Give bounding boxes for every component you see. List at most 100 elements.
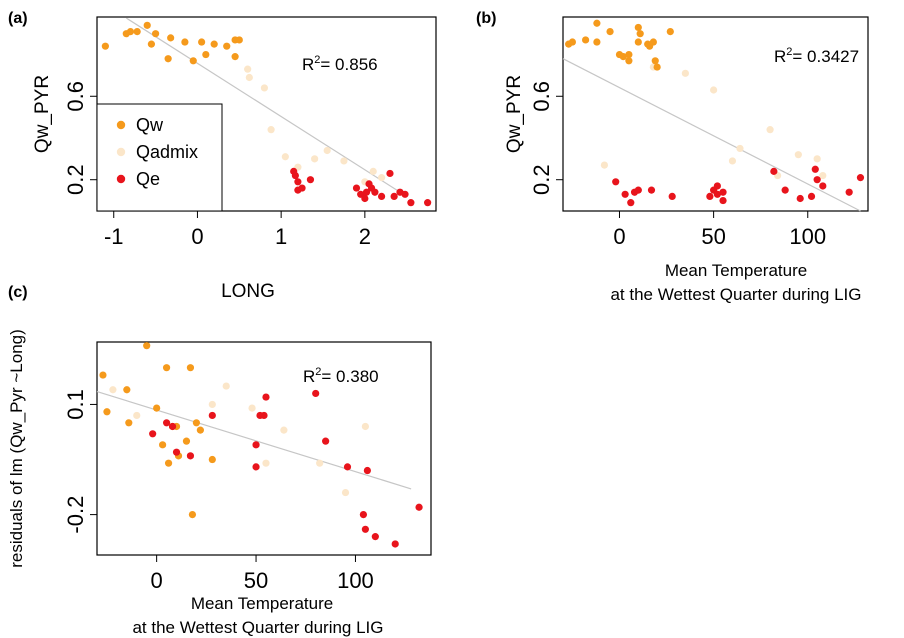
- y-tick-label: 0.6: [63, 81, 88, 112]
- point-qw: [651, 57, 659, 65]
- point-qw: [198, 38, 206, 46]
- point-qw: [143, 342, 151, 350]
- point-qw: [162, 364, 171, 372]
- point-qw: [101, 42, 109, 50]
- point-qadmix: [316, 459, 324, 467]
- point-qadmix: [600, 161, 609, 169]
- r-squared-superscript: 2: [315, 366, 321, 378]
- y-tick-label: 0.1: [63, 389, 88, 420]
- point-qe: [352, 184, 361, 192]
- point-qw: [634, 23, 642, 32]
- point-qadmix: [260, 84, 269, 92]
- point-qadmix: [262, 459, 270, 467]
- legend-swatch-qe: [116, 174, 126, 184]
- panel-label: (c): [8, 284, 28, 301]
- legend-swatch-qw: [116, 120, 126, 130]
- point-qw: [147, 40, 156, 48]
- x-tick-label: 100: [337, 568, 374, 593]
- panel-label: (b): [476, 10, 496, 27]
- y-tick-label: 0.2: [63, 164, 88, 195]
- point-qe: [172, 448, 181, 456]
- point-qe: [343, 463, 352, 471]
- point-qe: [770, 167, 778, 175]
- point-qadmix: [736, 144, 744, 153]
- legend-label-qadmix: Qadmix: [136, 142, 198, 162]
- point-qe: [377, 192, 386, 200]
- point-qadmix: [813, 155, 821, 163]
- x-tick-label: 50: [244, 568, 268, 593]
- regression-line: [96, 391, 412, 490]
- r-squared-value: = 0.380: [321, 367, 378, 386]
- r-squared-superscript: 2: [314, 54, 320, 66]
- r-squared-symbol: R: [302, 55, 314, 74]
- x-axis-title-line2: at the Wettest Quarter during LIG: [132, 618, 383, 637]
- point-qadmix: [710, 86, 718, 94]
- point-qw: [126, 28, 135, 36]
- point-qe: [186, 452, 195, 460]
- point-qw: [153, 404, 161, 412]
- point-qe: [612, 178, 620, 186]
- point-qe: [312, 389, 320, 398]
- r-squared-value: = 0.3427: [792, 47, 859, 66]
- point-qw: [210, 40, 218, 48]
- point-qe: [807, 192, 816, 200]
- point-qe: [386, 169, 394, 178]
- y-tick-label: -0.2: [63, 496, 88, 534]
- plot-frame: [562, 16, 869, 212]
- r-squared-symbol: R: [774, 47, 786, 66]
- r-squared-value: = 0.856: [320, 55, 377, 74]
- point-qadmix: [323, 146, 331, 155]
- point-qw: [159, 441, 167, 449]
- point-qe: [260, 411, 268, 420]
- y-axis-title: Qw_PYR: [32, 75, 53, 153]
- point-qadmix: [267, 126, 275, 134]
- point-qe: [390, 192, 398, 200]
- point-qe: [713, 190, 721, 198]
- point-qe: [361, 525, 369, 533]
- r-squared-annotation: R2= 0.856: [302, 54, 378, 74]
- point-qe: [208, 411, 216, 420]
- point-qadmix: [819, 171, 827, 180]
- y-axis-title: Qw_PYR: [504, 75, 525, 153]
- point-qe: [856, 174, 865, 182]
- point-qe: [391, 540, 399, 548]
- point-qw: [634, 38, 642, 46]
- legend-label-qw: Qw: [136, 115, 164, 135]
- point-qw: [192, 419, 201, 427]
- point-qw: [653, 63, 661, 71]
- r-squared-annotation: R2= 0.3427: [774, 46, 859, 66]
- point-qe: [401, 190, 409, 198]
- point-qw: [223, 42, 231, 50]
- point-qe: [359, 511, 368, 519]
- point-qe: [262, 393, 270, 401]
- point-qe: [813, 176, 821, 184]
- point-qadmix: [208, 400, 216, 409]
- point-qe: [647, 186, 656, 194]
- point-qadmix: [245, 73, 253, 82]
- x-tick-label: 0: [191, 224, 203, 249]
- x-tick-label: 100: [789, 224, 826, 249]
- regression-line: [562, 58, 861, 212]
- point-qe: [845, 188, 853, 196]
- point-qw: [188, 511, 197, 519]
- point-qw: [619, 53, 627, 61]
- point-qw: [182, 437, 191, 445]
- x-axis-title: LONG: [221, 281, 275, 302]
- point-qadmix: [248, 404, 256, 412]
- point-qadmix: [681, 69, 689, 77]
- point-qw: [666, 28, 674, 36]
- point-qe: [719, 188, 727, 196]
- point-qe: [819, 182, 827, 190]
- point-qe: [621, 190, 629, 198]
- point-qw: [196, 426, 204, 434]
- r-squared-superscript: 2: [786, 46, 792, 58]
- point-qe: [322, 437, 330, 445]
- point-qe: [796, 194, 804, 203]
- point-qe: [363, 466, 371, 475]
- point-qw: [186, 364, 195, 372]
- point-qw: [568, 38, 577, 46]
- x-tick-label: -1: [104, 224, 124, 249]
- point-qw: [123, 386, 131, 394]
- point-qe: [424, 199, 432, 207]
